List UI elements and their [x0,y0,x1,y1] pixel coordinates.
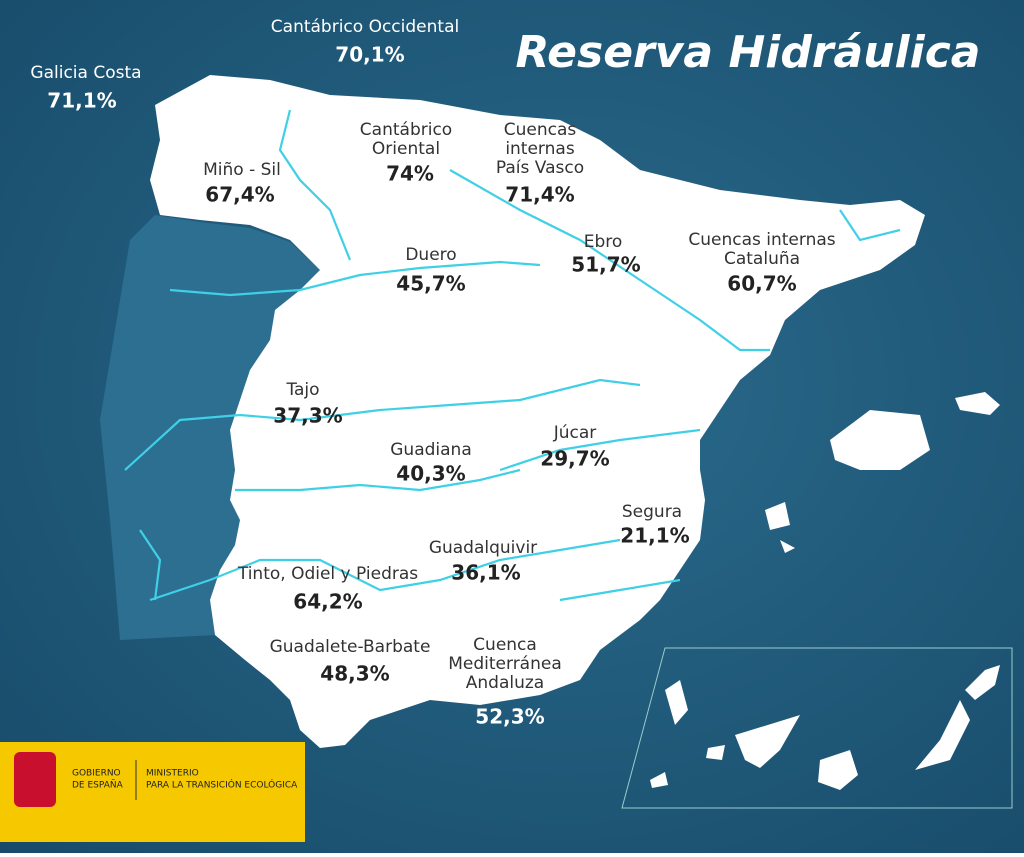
canary-frame [621,647,1013,809]
basin-name: País Vasco [496,158,584,178]
coat-of-arms [14,752,56,807]
formentera [780,540,795,553]
basin-value: 74% [386,162,434,186]
logo-text: MINISTERIO [146,769,199,779]
logo-text: GOBIERNO [72,769,121,779]
mallorca [830,410,930,470]
island [735,715,800,768]
basin-name: Mediterránea [448,654,562,674]
river [169,260,541,297]
menorca [955,392,1000,415]
basin-value: 48,3% [320,662,389,686]
basin-name: Duero [405,245,456,265]
basin-name: Cuencas internas [688,230,835,250]
logo-text: DE ESPAÑA [72,780,124,791]
island [915,700,970,770]
basin-name: Cataluña [724,249,800,269]
basin-name: Andaluza [466,673,544,693]
island [706,745,725,760]
rivers [124,109,901,602]
basin-value: 71,1% [47,89,116,113]
logo-text: PARA LA TRANSICIÓN ECOLÓGICA [146,779,298,791]
basin-value: 52,3% [475,705,544,729]
basin-name: Galicia Costa [30,63,141,83]
basin-name: Guadalquivir [429,538,537,558]
river [449,169,770,352]
island [650,772,668,788]
basin-name: internas [505,139,575,159]
island [965,665,1000,700]
basin-value: 29,7% [540,447,609,471]
island [665,680,688,725]
basin-name: Miño - Sil [203,160,281,180]
basin-value: 67,4% [205,183,274,207]
basin-name: Cantábrico [360,120,452,140]
basin-name: Guadiana [390,440,472,460]
basin-name: Cantábrico Occidental [271,17,459,37]
basin-name: Ebro [584,232,623,252]
river [839,209,901,242]
portugal [100,215,320,640]
islands [765,392,1000,553]
canary-islands [650,665,1000,790]
basin-value: 71,4% [505,183,574,207]
basin-name: Segura [622,502,682,522]
basin-name: Tinto, Odiel y Piedras [237,564,418,584]
river [559,578,681,602]
river [149,538,621,602]
basin-value: 37,3% [273,404,342,428]
basin-value: 64,2% [293,590,362,614]
basin-value: 60,7% [727,272,796,296]
basin-value: 40,3% [396,462,465,486]
basin-value: 70,1% [335,43,404,67]
basin-name: Cuencas [504,120,577,140]
river [499,428,701,472]
basin-name: Oriental [372,139,440,159]
river [278,109,352,261]
basin-value: 45,7% [396,272,465,296]
basin-name: Guadalete-Barbate [270,637,431,657]
basin-name: Cuenca [473,635,537,655]
river [139,529,162,601]
title: Reserva Hidráulica [515,27,980,78]
river [124,378,641,471]
basin-name: Tajo [285,380,319,400]
basin-labels: Cantábrico Occidental 70,1% Galicia Costa 7… [30,17,835,729]
island [818,750,858,790]
basin-value: 51,7% [571,253,640,277]
basin-name: Júcar [553,423,597,443]
basin-value: 21,1% [620,524,689,548]
ibiza [765,502,790,530]
basin-value: 36,1% [451,561,520,585]
river [235,468,521,492]
